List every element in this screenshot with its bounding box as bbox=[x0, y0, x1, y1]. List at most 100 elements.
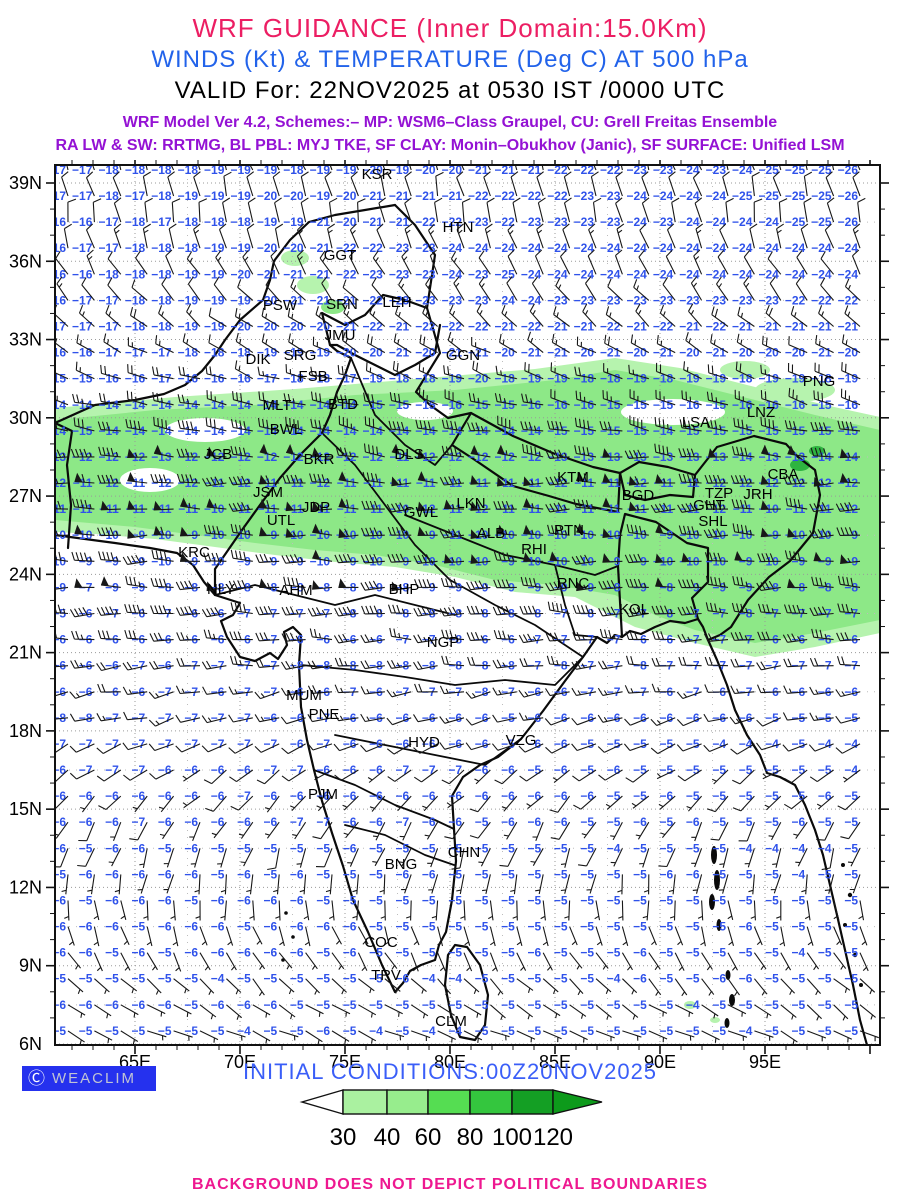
svg-text:−21: −21 bbox=[785, 320, 806, 334]
svg-text:−6: −6 bbox=[211, 763, 225, 777]
svg-text:−23: −23 bbox=[706, 163, 727, 177]
svg-text:−6: −6 bbox=[792, 633, 806, 647]
svg-text:−20: −20 bbox=[257, 320, 278, 334]
svg-text:−8: −8 bbox=[633, 659, 647, 673]
svg-text:−6: −6 bbox=[158, 763, 172, 777]
svg-text:−24: −24 bbox=[442, 241, 463, 255]
svg-text:−24: −24 bbox=[653, 189, 674, 203]
svg-text:−25: −25 bbox=[758, 163, 779, 177]
wind-barbs-and-temps: −17 −17 −18 −18 −18 −18 −19 −19 −19 −18 −19 −19 −20−… bbox=[46, 163, 879, 1045]
svg-text:−6: −6 bbox=[184, 946, 198, 960]
svg-text:−6: −6 bbox=[607, 711, 621, 725]
svg-text:−22: −22 bbox=[415, 320, 436, 334]
svg-text:−19: −19 bbox=[283, 346, 304, 360]
svg-text:−16: −16 bbox=[732, 398, 753, 412]
svg-text:−17: −17 bbox=[257, 372, 278, 386]
svg-text:−4: −4 bbox=[607, 841, 621, 855]
svg-text:21N: 21N bbox=[9, 643, 42, 663]
svg-text:−21: −21 bbox=[310, 267, 331, 281]
svg-text:−5: −5 bbox=[396, 946, 410, 960]
svg-text:−19: −19 bbox=[230, 163, 251, 177]
svg-text:BKR: BKR bbox=[304, 451, 335, 468]
svg-text:−24: −24 bbox=[600, 267, 621, 281]
svg-text:−5: −5 bbox=[818, 1024, 832, 1038]
svg-text:−5: −5 bbox=[844, 972, 858, 986]
svg-text:−14: −14 bbox=[521, 424, 542, 438]
svg-text:−20: −20 bbox=[468, 372, 489, 386]
model-config-line-2: RA LW & SW: RRTMG, BL PBL: MYJ TKE, SF C… bbox=[55, 137, 845, 154]
svg-text:−16: −16 bbox=[679, 398, 700, 412]
svg-text:−5: −5 bbox=[396, 998, 410, 1012]
svg-text:−16: −16 bbox=[521, 398, 542, 412]
svg-text:−5: −5 bbox=[475, 894, 489, 908]
svg-text:PNG: PNG bbox=[803, 373, 836, 390]
brand-name: WEACLIM bbox=[52, 1070, 137, 1087]
svg-text:LNZ: LNZ bbox=[747, 404, 775, 421]
svg-text:−23: −23 bbox=[362, 267, 383, 281]
svg-text:−8: −8 bbox=[501, 607, 515, 621]
svg-text:−7: −7 bbox=[422, 763, 436, 777]
weaclim-logo-badge: Ⓒ WEACLIM bbox=[22, 1066, 156, 1091]
svg-text:−19: −19 bbox=[230, 189, 251, 203]
svg-text:−7: −7 bbox=[237, 789, 251, 803]
page-title: WRF GUIDANCE (Inner Domain:15.0Km) bbox=[192, 13, 708, 43]
svg-text:−6: −6 bbox=[343, 711, 357, 725]
svg-text:−14: −14 bbox=[204, 424, 225, 438]
svg-text:−20: −20 bbox=[336, 189, 357, 203]
svg-text:−7: −7 bbox=[554, 633, 568, 647]
svg-text:−9: −9 bbox=[633, 554, 647, 568]
svg-text:HYD: HYD bbox=[408, 734, 440, 751]
svg-text:−5: −5 bbox=[686, 972, 700, 986]
svg-text:−5: −5 bbox=[475, 998, 489, 1012]
svg-text:−5: −5 bbox=[264, 972, 278, 986]
svg-text:VZG: VZG bbox=[506, 732, 537, 749]
svg-text:−5: −5 bbox=[633, 920, 647, 934]
svg-text:−17: −17 bbox=[151, 215, 172, 229]
svg-text:−11: −11 bbox=[389, 450, 409, 464]
svg-text:−23: −23 bbox=[389, 241, 410, 255]
svg-text:−17: −17 bbox=[125, 189, 146, 203]
svg-text:−19: −19 bbox=[178, 320, 199, 334]
svg-text:−19: −19 bbox=[389, 163, 410, 177]
svg-text:−6: −6 bbox=[343, 633, 357, 647]
svg-text:−4: −4 bbox=[686, 998, 700, 1012]
svg-text:−5: −5 bbox=[290, 841, 304, 855]
svg-text:−20: −20 bbox=[230, 267, 251, 281]
svg-text:−5: −5 bbox=[844, 894, 858, 908]
svg-text:−9: −9 bbox=[132, 528, 146, 542]
svg-text:−4: −4 bbox=[448, 972, 462, 986]
wind-speed-legend: 30 40 60 80 100 120 bbox=[299, 1089, 603, 1151]
svg-text:−16: −16 bbox=[46, 267, 67, 281]
svg-text:−7: −7 bbox=[580, 685, 594, 699]
svg-text:−15: −15 bbox=[72, 424, 93, 438]
svg-text:−5: −5 bbox=[211, 841, 225, 855]
svg-text:−5: −5 bbox=[184, 1024, 198, 1038]
svg-text:−7: −7 bbox=[290, 763, 304, 777]
svg-text:−23: −23 bbox=[732, 293, 753, 307]
svg-text:−6: −6 bbox=[105, 659, 119, 673]
svg-text:−24: −24 bbox=[758, 241, 779, 255]
svg-text:−5: −5 bbox=[712, 998, 726, 1012]
svg-text:−16: −16 bbox=[46, 241, 67, 255]
svg-text:−23: −23 bbox=[521, 215, 542, 229]
svg-text:BTD: BTD bbox=[328, 396, 358, 413]
svg-text:−5: −5 bbox=[448, 841, 462, 855]
svg-text:−21: −21 bbox=[389, 189, 410, 203]
svg-text:−14: −14 bbox=[46, 424, 67, 438]
svg-text:−21: −21 bbox=[389, 215, 410, 229]
svg-text:−5: −5 bbox=[844, 789, 858, 803]
svg-text:−20: −20 bbox=[336, 346, 357, 360]
svg-text:KSR: KSR bbox=[362, 166, 393, 183]
svg-text:−23: −23 bbox=[653, 163, 674, 177]
svg-text:−20: −20 bbox=[230, 320, 251, 334]
svg-text:−5: −5 bbox=[501, 737, 515, 751]
svg-text:−5: −5 bbox=[554, 1024, 568, 1038]
svg-text:−5: −5 bbox=[158, 972, 172, 986]
svg-text:−18: −18 bbox=[151, 320, 172, 334]
svg-text:−6: −6 bbox=[369, 685, 383, 699]
svg-text:−6: −6 bbox=[739, 972, 753, 986]
svg-text:ALB: ALB bbox=[477, 525, 505, 542]
svg-text:60: 60 bbox=[415, 1124, 442, 1151]
svg-text:−5: −5 bbox=[501, 841, 515, 855]
svg-text:−5: −5 bbox=[237, 972, 251, 986]
